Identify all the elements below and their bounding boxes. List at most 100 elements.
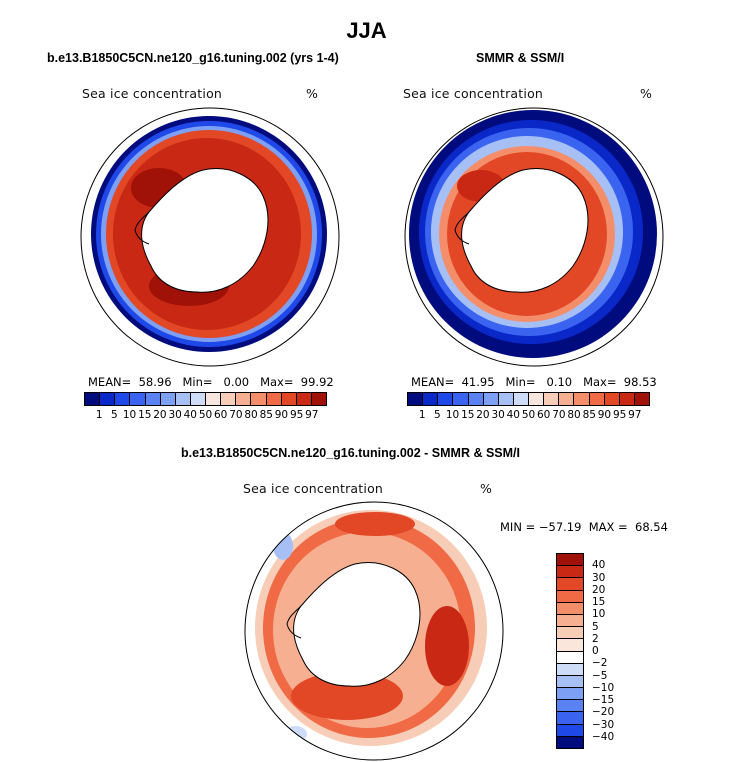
obs-stats: MEAN= 41.95 Min= 0.10 Max= 98.53 — [411, 375, 657, 389]
colorbar-swatch — [557, 590, 583, 603]
main-title: JJA — [346, 18, 387, 43]
colorbar-swatch — [296, 393, 312, 405]
colorbar-tick-label: −20 — [592, 706, 615, 719]
colorbar-swatch — [557, 627, 583, 640]
colorbar-swatch — [266, 393, 282, 405]
obs-colorbar — [407, 392, 650, 406]
colorbar-tick-label: 40 — [592, 559, 606, 572]
colorbar-tick-label: 90 — [597, 409, 612, 421]
colorbar-tick-label: 50 — [198, 409, 213, 421]
colorbar-tick-label: 15 — [592, 596, 606, 608]
colorbar-tick-label: 5 — [592, 620, 599, 633]
model-polar-map — [80, 107, 340, 367]
colorbar-tick-label: −40 — [592, 730, 615, 743]
colorbar-tick-label: −5 — [592, 669, 608, 682]
colorbar-tick-label: 40 — [506, 409, 520, 421]
model-panel-title: b.e13.B1850C5CN.ne120_g16.tuning.002 (yr… — [47, 51, 339, 65]
obs-map-label: Sea ice concentration — [403, 86, 544, 101]
colorbar-swatch — [453, 393, 469, 405]
colorbar-swatch — [311, 393, 326, 405]
colorbar-swatch — [175, 393, 191, 405]
colorbar-swatch — [206, 393, 222, 405]
colorbar-tick-label: −2 — [592, 657, 608, 670]
colorbar-tick-label: 95 — [289, 409, 304, 421]
colorbar-swatch — [557, 602, 583, 615]
colorbar-tick-label: −10 — [592, 681, 615, 694]
colorbar-swatch — [529, 393, 545, 405]
colorbar-tick-label: 90 — [274, 409, 289, 421]
colorbar-tick-label: 50 — [521, 409, 536, 421]
colorbar-tick-label: 0 — [592, 645, 599, 657]
colorbar-swatch — [423, 393, 439, 405]
colorbar-swatch — [634, 393, 649, 405]
colorbar-swatch — [557, 651, 583, 664]
colorbar-tick-label: 70 — [552, 409, 566, 421]
colorbar-tick-label: 20 — [592, 583, 606, 596]
colorbar-swatch — [483, 393, 499, 405]
colorbar-swatch — [557, 566, 583, 579]
colorbar-tick-label: 97 — [628, 409, 642, 421]
colorbar-swatch — [557, 688, 583, 701]
colorbar-swatch — [557, 700, 583, 713]
colorbar-tick-label: 60 — [537, 409, 551, 421]
colorbar-tick-label: 85 — [259, 409, 273, 421]
colorbar-tick-label: 70 — [229, 409, 243, 421]
colorbar-tick-label: 10 — [445, 409, 460, 421]
colorbar-swatch — [557, 578, 583, 591]
colorbar-swatch — [557, 736, 583, 748]
colorbar-swatch — [544, 393, 560, 405]
colorbar-swatch — [145, 393, 161, 405]
diff-colorbar — [556, 553, 584, 749]
colorbar-tick-label: 1 — [418, 409, 426, 421]
colorbar-swatch — [100, 393, 116, 405]
model-colorbar — [84, 392, 327, 406]
colorbar-tick-label: 15 — [461, 409, 475, 421]
obs-polar-map — [404, 107, 664, 367]
colorbar-swatch — [130, 393, 146, 405]
diff-unit-label: % — [480, 481, 493, 496]
colorbar-tick-label: 97 — [305, 409, 319, 421]
colorbar-tick-label: 15 — [138, 409, 152, 421]
diff-polar-map — [244, 501, 504, 761]
colorbar-swatch — [557, 712, 583, 725]
colorbar-tick-label: 30 — [491, 409, 505, 421]
colorbar-swatch — [85, 393, 101, 405]
colorbar-tick-label: 85 — [582, 409, 596, 421]
colorbar-tick-label: 10 — [122, 409, 137, 421]
colorbar-swatch — [557, 663, 583, 676]
obs-unit-label: % — [640, 86, 653, 101]
colorbar-swatch — [190, 393, 206, 405]
colorbar-tick-label: −30 — [592, 718, 615, 731]
colorbar-swatch — [468, 393, 484, 405]
colorbar-tick-label: 40 — [183, 409, 197, 421]
colorbar-tick-label: 80 — [244, 409, 258, 421]
model-map-label: Sea ice concentration — [82, 86, 223, 101]
colorbar-tick-label: 1 — [95, 409, 103, 421]
diff-colorbar-ticks: 40 30 20 15 10 5 2 0 −2 −5 −10 −15 −20 −30 −40 — [592, 553, 632, 749]
colorbar-swatch — [498, 393, 514, 405]
colorbar-swatch — [408, 393, 424, 405]
colorbar-swatch — [557, 639, 583, 652]
colorbar-tick-label: 2 — [592, 632, 599, 645]
colorbar-swatch — [557, 614, 583, 628]
colorbar-swatch — [221, 393, 237, 405]
colorbar-swatch — [281, 393, 297, 405]
model-unit-label: % — [306, 86, 319, 101]
colorbar-tick-label: 30 — [592, 571, 606, 584]
diff-map-label: Sea ice concentration — [243, 481, 384, 496]
colorbar-swatch — [160, 393, 176, 405]
colorbar-tick-label: 5 — [111, 409, 118, 421]
colorbar-swatch — [438, 393, 454, 405]
colorbar-tick-label: 5 — [434, 409, 441, 421]
diff-panel-title: b.e13.B1850C5CN.ne120_g16.tuning.002 - S… — [181, 446, 520, 460]
colorbar-swatch — [557, 554, 583, 567]
colorbar-swatch — [559, 393, 575, 405]
colorbar-swatch — [604, 393, 620, 405]
colorbar-swatch — [236, 393, 252, 405]
model-stats: MEAN= 58.96 Min= 0.00 Max= 99.92 — [88, 375, 334, 389]
colorbar-tick-label: 20 — [153, 409, 167, 421]
colorbar-swatch — [115, 393, 131, 405]
colorbar-tick-label: 80 — [567, 409, 581, 421]
colorbar-tick-label: 95 — [612, 409, 627, 421]
colorbar-swatch — [589, 393, 605, 405]
